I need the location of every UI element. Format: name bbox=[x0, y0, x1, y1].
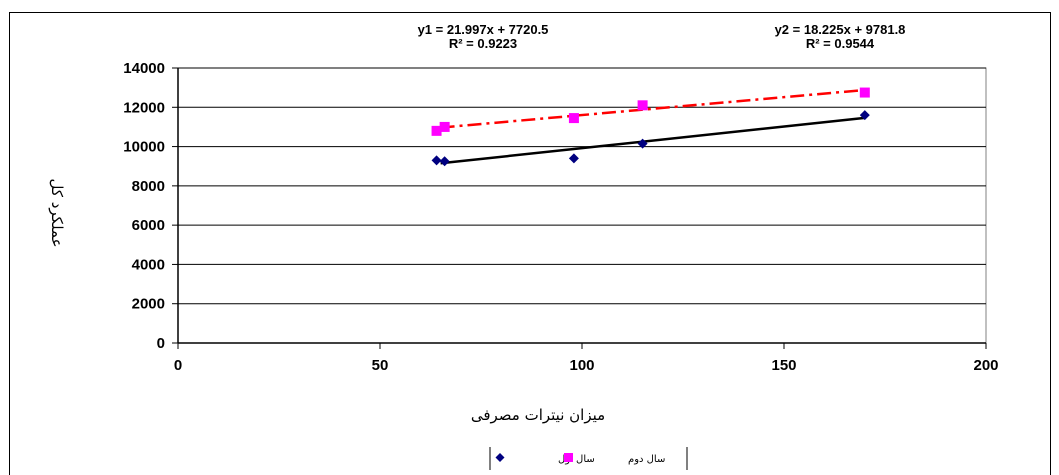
data-point-series-1 bbox=[439, 156, 450, 167]
legend-marker-series-1 bbox=[495, 453, 505, 462]
trendline-equation-series-1: y1 = 21.997x + 7720.5 bbox=[418, 22, 549, 37]
data-point-series-1 bbox=[859, 110, 870, 121]
data-point-series-1 bbox=[568, 153, 579, 164]
trendline-series-1 bbox=[440, 116, 865, 165]
trendline-r2-series-1: R² = 0.9223 bbox=[449, 36, 517, 51]
x-tick-label: 200 bbox=[973, 357, 998, 374]
data-point-series-1 bbox=[637, 138, 648, 149]
x-tick-label: 150 bbox=[771, 357, 796, 374]
legend: سال اول سال دوم bbox=[489, 447, 688, 470]
trendlines bbox=[440, 88, 865, 165]
data-point-series-2 bbox=[431, 125, 442, 136]
y-tick-label: 8000 bbox=[132, 178, 165, 195]
chart-frame bbox=[9, 12, 1051, 475]
x-tick-label: 0 bbox=[174, 357, 182, 374]
trendline-series-2 bbox=[440, 88, 865, 129]
data-point-series-2 bbox=[859, 87, 870, 98]
axes bbox=[172, 67, 987, 349]
data-point-series-2 bbox=[439, 121, 450, 132]
legend-marker-series-2 bbox=[564, 453, 573, 462]
y-tick-label: 14000 bbox=[123, 60, 165, 77]
x-tick-label: 50 bbox=[372, 357, 389, 374]
data-point-series-1 bbox=[431, 155, 442, 166]
data-points bbox=[431, 87, 870, 167]
y-tick-label: 6000 bbox=[132, 217, 165, 234]
y-tick-label: 4000 bbox=[132, 256, 165, 273]
data-point-series-2 bbox=[637, 100, 648, 111]
grid-lines bbox=[178, 67, 986, 305]
plot-area bbox=[177, 67, 987, 344]
y-axis-label: عملکرد کل bbox=[48, 178, 66, 247]
x-tick-label: 100 bbox=[569, 357, 594, 374]
tick-labels: 0 2000 4000 6000 8000 10000 12000 14000 0 50 100 15… bbox=[123, 60, 998, 374]
y-tick-label: 12000 bbox=[123, 99, 165, 116]
data-point-series-2 bbox=[568, 113, 579, 124]
trendline-equation-series-2: y2 = 18.225x + 9781.8 bbox=[775, 22, 906, 37]
legend-label-series-1: سال اول bbox=[558, 454, 595, 465]
y-tick-label: 2000 bbox=[132, 296, 165, 313]
trendline-r2-series-2: R² = 0.9544 bbox=[806, 36, 875, 51]
y-tick-label: 0 bbox=[157, 335, 165, 352]
y-tick-label: 10000 bbox=[123, 139, 165, 156]
x-axis-label: میزان نیترات مصرفی bbox=[471, 406, 605, 424]
legend-label-series-2: سال دوم bbox=[628, 454, 665, 465]
